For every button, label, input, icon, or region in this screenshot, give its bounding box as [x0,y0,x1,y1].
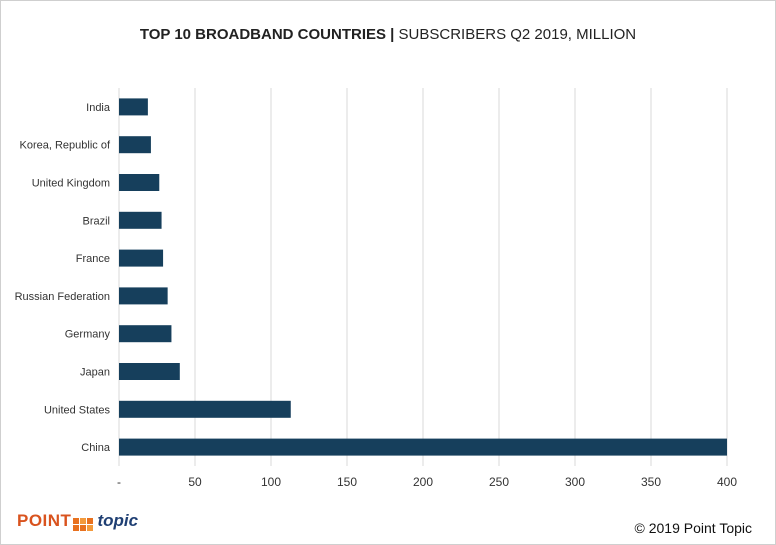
chart-title-bold: TOP 10 BROADBAND COUNTRIES | [139,26,395,43]
copyright-text: © 2019 Point Topic [634,520,752,536]
chart-title: TOP 10 BROADBAND COUNTRIES | SUBSCRIBERS… [0,26,776,43]
category-label: Japan [80,367,110,379]
x-tick-label: - [117,475,121,489]
category-label: Russian Federation [15,291,110,303]
x-tick-label: 400 [717,475,737,489]
category-label: China [81,442,111,454]
bar [119,136,151,154]
category-label: United Kingdom [32,178,110,190]
x-tick-label: 150 [337,475,357,489]
logo-topic-text: topic [97,511,139,530]
bar [119,438,727,456]
x-tick-label: 300 [565,475,585,489]
x-tick-label: 350 [641,475,661,489]
chart-title-normal: SUBSCRIBERS Q2 2019, MILLION [398,26,637,43]
bar [119,98,148,116]
bar [119,325,172,343]
logo-point-text: POINT [17,511,72,530]
bar [119,249,164,267]
x-tick-label: 250 [489,475,509,489]
category-label: India [86,102,111,114]
category-label: United States [44,404,111,416]
x-tick-label: 100 [261,475,281,489]
x-tick-label: 50 [188,475,202,489]
logo-squares-icon [73,518,94,531]
bar [119,211,162,229]
category-label: Brazil [82,215,110,227]
point-topic-logo: POINT topic [17,511,138,531]
bar [119,400,291,418]
category-label: Korea, Republic of [20,140,111,152]
x-tick-label: 200 [413,475,433,489]
bar [119,287,168,305]
bar [119,363,180,380]
category-label: France [76,253,110,265]
category-label: Germany [65,329,111,341]
bar [119,174,160,191]
